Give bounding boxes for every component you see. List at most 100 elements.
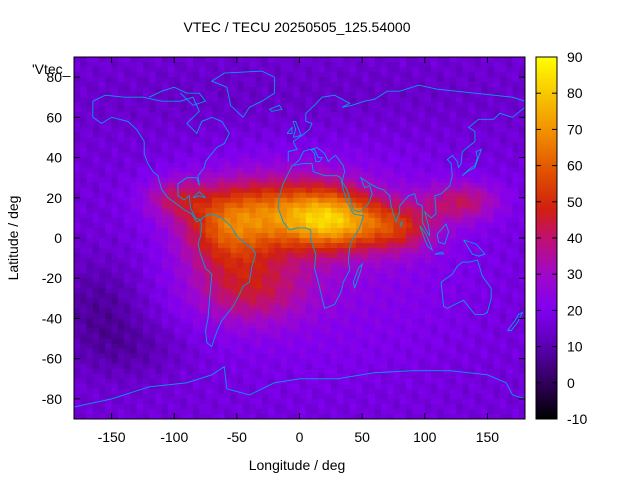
heatmap-cell <box>493 97 501 103</box>
heatmap-cell <box>412 132 420 139</box>
heatmap-cell <box>243 243 250 249</box>
heatmap-cell <box>111 333 119 340</box>
heatmap-cell <box>142 102 150 108</box>
heatmap-cell <box>518 378 525 385</box>
heatmap-cell <box>155 303 163 309</box>
heatmap-cell <box>481 87 489 93</box>
heatmap-cell <box>443 278 451 284</box>
heatmap-cell <box>412 187 420 194</box>
heatmap-cell <box>368 303 376 309</box>
heatmap-cell <box>218 97 225 103</box>
heatmap-cell <box>468 127 476 134</box>
heatmap-cell <box>211 253 219 259</box>
heatmap-cell <box>374 157 382 164</box>
heatmap-cell <box>199 77 207 83</box>
heatmap-cell <box>86 348 94 355</box>
heatmap-cell <box>130 112 138 118</box>
heatmap-cell <box>155 358 163 365</box>
heatmap-cell <box>399 303 407 309</box>
heatmap-cell <box>506 398 514 405</box>
heatmap-cell <box>255 177 263 184</box>
heatmap-cell <box>130 212 138 219</box>
heatmap-cell <box>236 132 244 139</box>
heatmap-cell <box>193 253 200 259</box>
heatmap-cell <box>468 152 476 159</box>
heatmap-cell <box>111 338 119 345</box>
heatmap-cell <box>130 92 138 98</box>
heatmap-cell <box>330 177 338 184</box>
heatmap-cell <box>462 308 470 315</box>
heatmap-cell <box>236 403 244 410</box>
heatmap-cell <box>468 107 476 113</box>
heatmap-cell <box>268 107 276 113</box>
heatmap-cell <box>274 202 282 209</box>
heatmap-cell <box>424 232 432 239</box>
heatmap-cell <box>280 298 288 304</box>
heatmap-cell <box>224 67 232 73</box>
heatmap-cell <box>105 187 113 194</box>
heatmap-cell <box>481 273 489 279</box>
heatmap-cell <box>299 278 307 284</box>
heatmap-cell <box>431 253 438 259</box>
heatmap-cell <box>243 403 250 410</box>
heatmap-cell <box>99 197 106 204</box>
heatmap-cell <box>380 358 388 365</box>
heatmap-cell <box>218 358 225 365</box>
heatmap-cell <box>205 343 213 350</box>
heatmap-cell <box>268 293 276 299</box>
heatmap-cell <box>380 192 388 199</box>
heatmap-cell <box>299 112 307 118</box>
heatmap-cell <box>255 378 263 385</box>
heatmap-cell <box>149 232 157 239</box>
heatmap-cell <box>286 258 294 264</box>
heatmap-cell <box>236 273 244 279</box>
heatmap-cell <box>437 222 445 229</box>
heatmap-cell <box>174 298 182 304</box>
heatmap-cell <box>324 248 332 254</box>
heatmap-cell <box>268 398 276 405</box>
heatmap-cell <box>130 77 138 83</box>
heatmap-cell <box>462 157 470 164</box>
heatmap-cell <box>487 102 495 108</box>
heatmap-cell <box>161 112 169 118</box>
heatmap-cell <box>468 157 476 164</box>
heatmap-cell <box>286 227 294 234</box>
heatmap-cell <box>74 132 81 139</box>
heatmap-cell <box>224 368 232 375</box>
heatmap-cell <box>512 278 520 284</box>
heatmap-cell <box>117 202 125 209</box>
heatmap-cell <box>186 338 194 345</box>
heatmap-cell <box>293 167 301 174</box>
heatmap-cell <box>274 263 282 269</box>
heatmap-cell <box>174 248 182 254</box>
heatmap-cell <box>149 298 157 304</box>
heatmap-cell <box>274 388 282 395</box>
heatmap-cell <box>80 142 88 149</box>
heatmap-cell <box>280 368 288 375</box>
heatmap-cell <box>249 363 257 370</box>
heatmap-cell <box>481 238 489 244</box>
heatmap-cell <box>92 167 100 174</box>
heatmap-cell <box>355 167 363 174</box>
heatmap-cell <box>124 263 131 269</box>
heatmap-cell <box>149 147 157 154</box>
heatmap-cell <box>456 227 463 234</box>
heatmap-cell <box>462 348 470 355</box>
heatmap-cell <box>180 378 188 385</box>
heatmap-cell <box>368 67 376 73</box>
heatmap-cell <box>86 238 94 244</box>
heatmap-cell <box>243 177 250 184</box>
heatmap-cell <box>161 107 169 113</box>
heatmap-cell <box>493 72 501 78</box>
heatmap-cell <box>481 92 489 98</box>
heatmap-cell <box>324 333 332 340</box>
heatmap-cell <box>355 112 363 118</box>
heatmap-cell <box>399 363 407 370</box>
heatmap-cell <box>506 278 514 284</box>
heatmap-cell <box>474 172 482 179</box>
heatmap-cell <box>136 243 144 249</box>
heatmap-cell <box>74 278 81 284</box>
heatmap-cell <box>286 393 294 400</box>
heatmap-cell <box>506 122 514 128</box>
heatmap-cell <box>343 232 351 239</box>
